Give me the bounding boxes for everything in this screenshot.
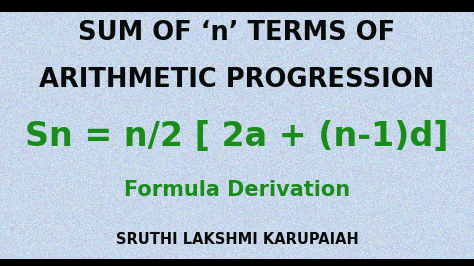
Text: Sn = n/2 [ 2a + (n-1)d]: Sn = n/2 [ 2a + (n-1)d]: [25, 120, 449, 153]
Text: SRUTHI LAKSHMI KARUPAIAH: SRUTHI LAKSHMI KARUPAIAH: [116, 232, 358, 247]
Text: ARITHMETIC PROGRESSION: ARITHMETIC PROGRESSION: [39, 67, 435, 93]
Text: Formula Derivation: Formula Derivation: [124, 180, 350, 200]
Bar: [0, 0, 474, 12]
Text: SUM OF ‘n’ TERMS OF: SUM OF ‘n’ TERMS OF: [78, 20, 396, 46]
Bar: [0, 259, 474, 266]
